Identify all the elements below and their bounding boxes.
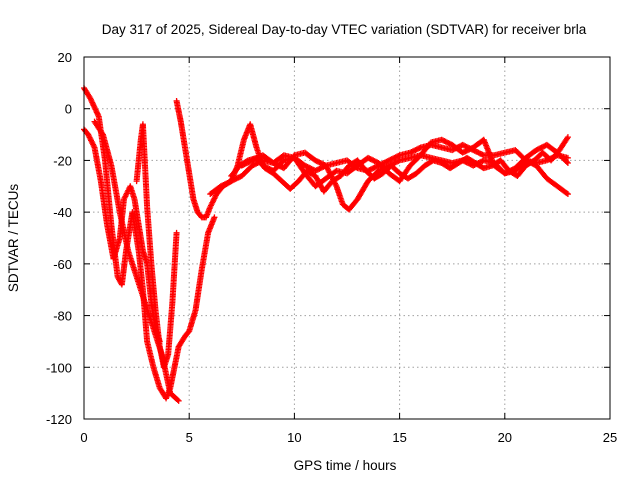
y-tick-label: -120 xyxy=(46,412,72,427)
x-axis-label: GPS time / hours xyxy=(294,458,397,473)
data-point xyxy=(173,229,180,236)
series-track-3 xyxy=(133,121,180,371)
y-tick-label: -60 xyxy=(53,257,72,272)
data-point xyxy=(564,135,571,142)
x-tick-label: 20 xyxy=(498,430,512,445)
chart-title: Day 317 of 2025, Sidereal Day-to-day VTE… xyxy=(102,22,587,37)
data-point xyxy=(564,134,571,141)
y-tick-label: 20 xyxy=(58,50,72,65)
y-tick-label: -40 xyxy=(53,205,72,220)
grid xyxy=(84,57,610,419)
data-point xyxy=(564,154,571,161)
series-track-4 xyxy=(91,118,182,404)
y-tick-label: -20 xyxy=(53,153,72,168)
plot-frame xyxy=(83,56,611,420)
data-point xyxy=(564,160,571,167)
x-tick-label: 5 xyxy=(186,430,193,445)
y-tick-label: 0 xyxy=(65,102,72,117)
data-point xyxy=(211,214,218,221)
x-tick-label: 15 xyxy=(392,430,406,445)
x-tick-label: 25 xyxy=(603,430,617,445)
x-tick-label: 0 xyxy=(80,430,87,445)
series-track-1 xyxy=(81,85,218,402)
data-point xyxy=(563,158,570,165)
y-tick-labels: 20 0 -20 -40 -60 -80 -100 -120 xyxy=(46,50,72,427)
x-tick-label: 10 xyxy=(287,430,301,445)
ticks xyxy=(83,56,611,420)
data-point xyxy=(175,397,182,404)
y-tick-label: -80 xyxy=(53,309,72,324)
data-layer xyxy=(81,85,571,404)
data-point xyxy=(174,396,181,403)
x-tick-labels: 0 5 10 15 20 25 xyxy=(80,430,617,445)
y-tick-label: -100 xyxy=(46,360,72,375)
data-point xyxy=(563,190,570,197)
y-axis-label: SDTVAR / TECUs xyxy=(6,184,21,293)
data-point xyxy=(99,130,106,137)
data-point xyxy=(564,191,571,198)
series-track-8 xyxy=(238,141,571,213)
